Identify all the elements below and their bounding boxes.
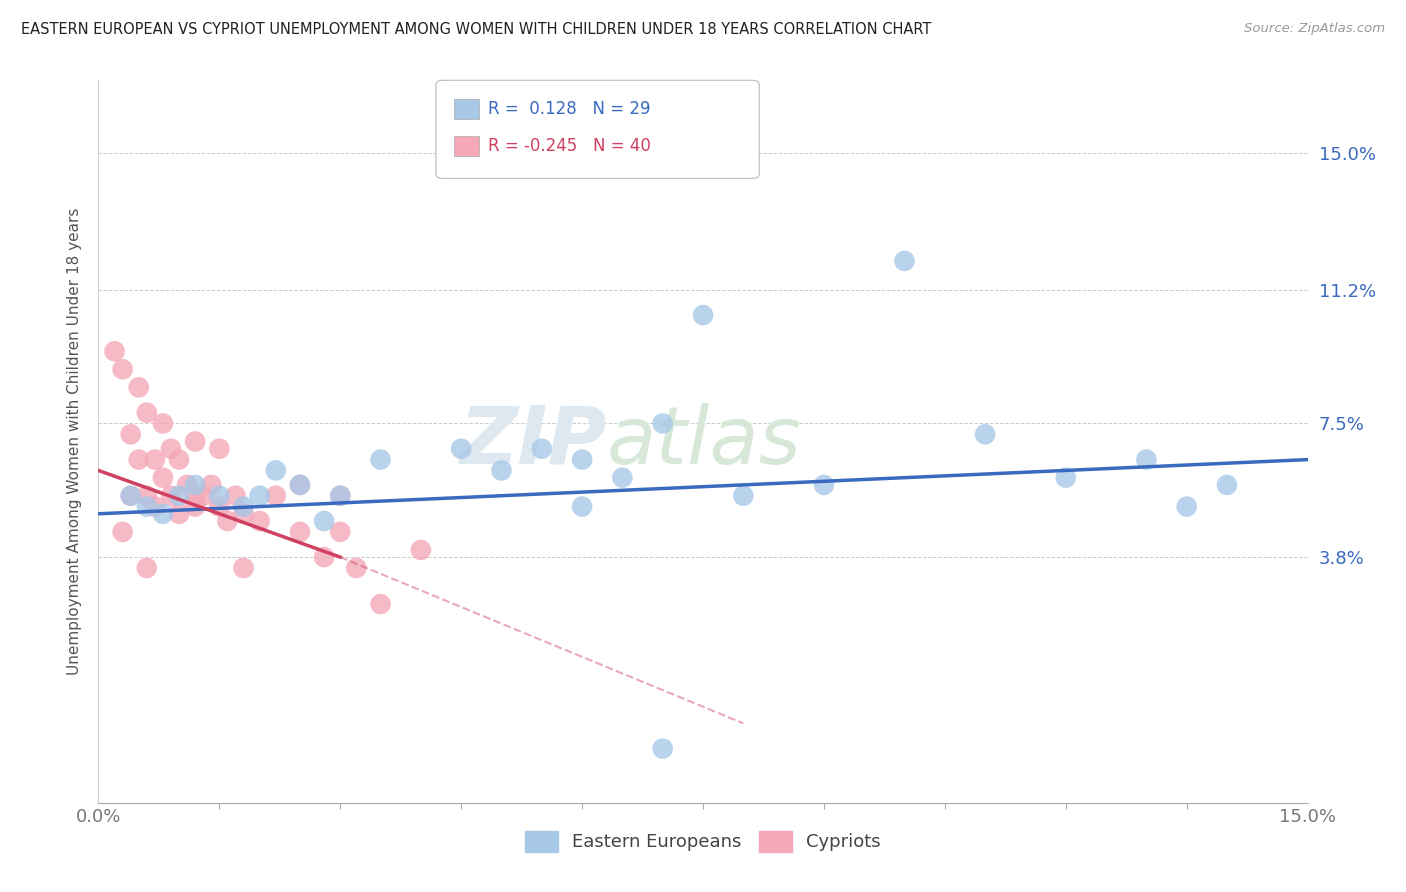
- Point: [232, 507, 254, 521]
- Point: [111, 524, 134, 539]
- Text: EASTERN EUROPEAN VS CYPRIOT UNEMPLOYMENT AMONG WOMEN WITH CHILDREN UNDER 18 YEAR: EASTERN EUROPEAN VS CYPRIOT UNEMPLOYMENT…: [21, 22, 931, 37]
- Point: [184, 478, 207, 492]
- Point: [329, 489, 352, 503]
- Point: [370, 452, 392, 467]
- Text: atlas: atlas: [606, 402, 801, 481]
- Point: [208, 500, 231, 514]
- Point: [370, 597, 392, 611]
- Point: [167, 507, 190, 521]
- Text: ZIP: ZIP: [458, 402, 606, 481]
- Point: [232, 561, 254, 575]
- Point: [344, 561, 367, 575]
- Point: [152, 470, 174, 484]
- Point: [288, 524, 311, 539]
- Point: [143, 500, 166, 514]
- Y-axis label: Unemployment Among Women with Children Under 18 years: Unemployment Among Women with Children U…: [66, 208, 82, 675]
- Point: [167, 452, 190, 467]
- Point: [224, 489, 246, 503]
- Point: [1135, 452, 1157, 467]
- Point: [329, 489, 352, 503]
- Point: [893, 253, 915, 268]
- Point: [813, 478, 835, 492]
- Point: [176, 478, 198, 492]
- Point: [249, 514, 271, 528]
- Point: [288, 478, 311, 492]
- Text: R =  0.128   N = 29: R = 0.128 N = 29: [488, 100, 651, 118]
- Point: [491, 463, 513, 477]
- Point: [135, 500, 157, 514]
- Point: [314, 550, 336, 565]
- Point: [571, 452, 593, 467]
- Point: [208, 442, 231, 456]
- Point: [217, 514, 239, 528]
- Point: [1175, 500, 1198, 514]
- Point: [264, 463, 287, 477]
- Point: [167, 489, 190, 503]
- Point: [200, 478, 222, 492]
- Legend: Eastern Europeans, Cypriots: Eastern Europeans, Cypriots: [517, 823, 889, 859]
- Point: [160, 442, 183, 456]
- Point: [571, 500, 593, 514]
- Point: [120, 489, 142, 503]
- Point: [184, 434, 207, 449]
- Point: [135, 406, 157, 420]
- Point: [184, 489, 207, 503]
- Point: [111, 362, 134, 376]
- Point: [160, 489, 183, 503]
- Point: [128, 452, 150, 467]
- Point: [314, 514, 336, 528]
- Point: [329, 524, 352, 539]
- Point: [208, 489, 231, 503]
- Point: [103, 344, 125, 359]
- Point: [249, 489, 271, 503]
- Point: [450, 442, 472, 456]
- Text: R = -0.245   N = 40: R = -0.245 N = 40: [488, 137, 651, 155]
- Point: [974, 427, 997, 442]
- Point: [530, 442, 553, 456]
- Point: [1054, 470, 1077, 484]
- Point: [612, 470, 634, 484]
- Text: Source: ZipAtlas.com: Source: ZipAtlas.com: [1244, 22, 1385, 36]
- Point: [692, 308, 714, 322]
- Point: [193, 489, 215, 503]
- Point: [409, 542, 432, 557]
- Point: [651, 741, 673, 756]
- Point: [184, 500, 207, 514]
- Point: [152, 417, 174, 431]
- Point: [120, 427, 142, 442]
- Point: [733, 489, 755, 503]
- Point: [1216, 478, 1239, 492]
- Point: [152, 507, 174, 521]
- Point: [143, 452, 166, 467]
- Point: [264, 489, 287, 503]
- Point: [232, 500, 254, 514]
- Point: [120, 489, 142, 503]
- Point: [128, 380, 150, 394]
- Point: [651, 417, 673, 431]
- Point: [135, 561, 157, 575]
- Point: [288, 478, 311, 492]
- Point: [135, 489, 157, 503]
